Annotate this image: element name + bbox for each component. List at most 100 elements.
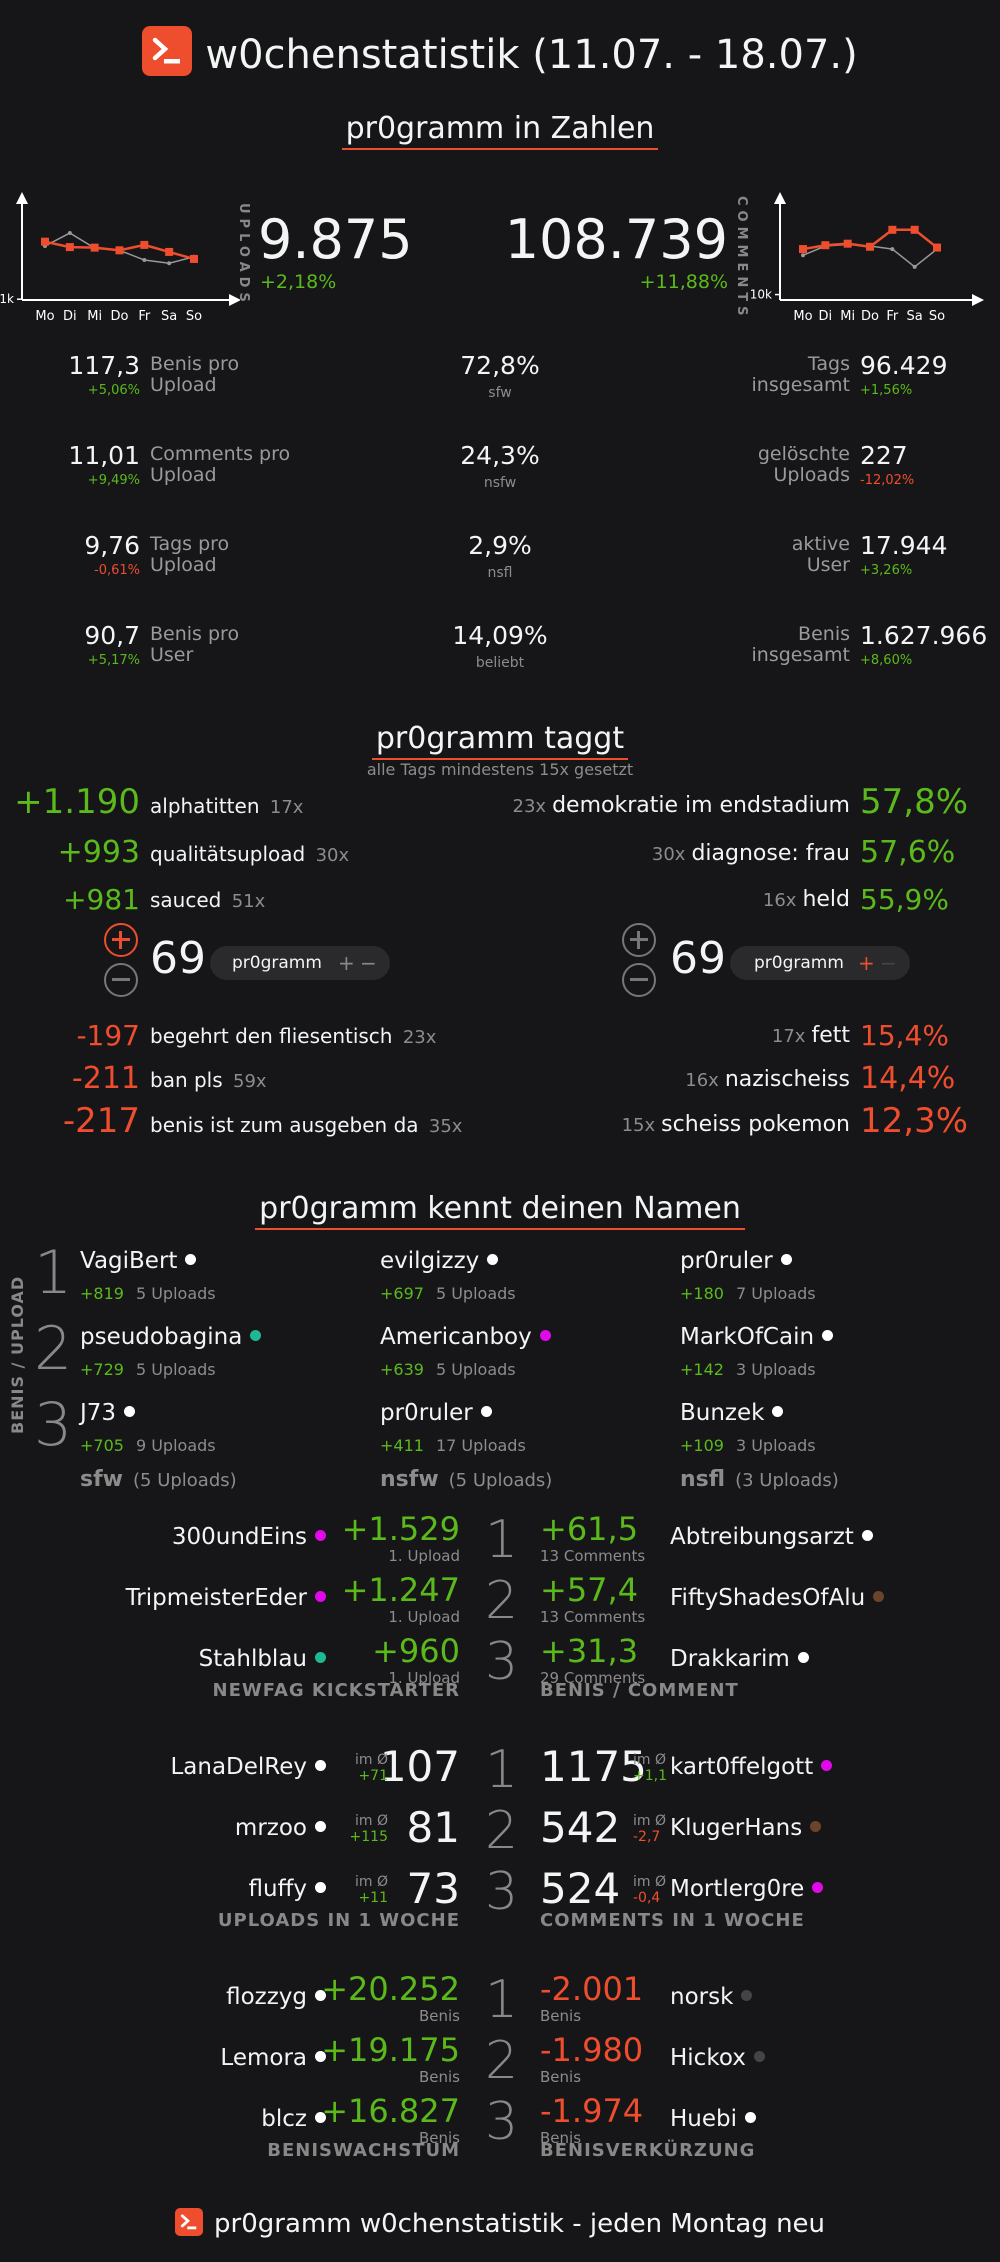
stat-change: +1,56% [860,383,913,398]
avg-change: +71 [358,1768,388,1784]
user-entry[interactable]: pr0ruler [380,1400,492,1426]
section-label: BENISVERKÜRZUNG [540,2140,756,2161]
tag-row[interactable]: 16x held 55,9% [500,872,1000,916]
page-title: w0chenstatistik (11.07. - 18.07.) [205,32,858,78]
user-entry[interactable]: fluffy [248,1876,326,1902]
user-entry[interactable]: 300undEins [172,1524,326,1550]
user-entry[interactable]: Bunzek [680,1400,784,1426]
user-entry[interactable]: TripmeisterEder [126,1585,326,1611]
tag-row[interactable]: 15x scheiss pokemon 12,3% [500,1097,1000,1141]
user-entry[interactable]: evilgizzy [380,1248,499,1274]
tag-percent: 15,4% [860,1019,949,1052]
this-week-point [115,246,124,255]
rank-number: 3 [485,2092,519,2152]
user-entry[interactable]: pseudobagina [80,1324,262,1350]
tag-plus-icon[interactable]: + [338,951,355,975]
tag-pill-left[interactable]: pr0gramm + − [210,946,390,980]
user-entry[interactable]: pr0ruler [680,1248,792,1274]
tag-row[interactable]: 17x fett 15,4% [500,1008,1000,1052]
stat-label: Benis pro User [150,623,240,666]
user-entry[interactable]: FiftyShadesOfAlu [670,1585,885,1611]
user-entry[interactable]: kart0ffelgott [670,1754,833,1780]
tag-name: begehrt den fliesentisch [150,1024,393,1048]
user-entry[interactable]: J73 [80,1400,136,1426]
tag-name: alphatitten [150,794,260,818]
username: KlugerHans [670,1815,803,1841]
downvote-minus-icon[interactable] [104,963,138,997]
avg-change: +1,1 [633,1768,667,1784]
upvote-plus-icon[interactable] [104,923,138,957]
user-entry[interactable]: norsk [670,1984,753,2010]
this-week-point [821,241,830,250]
metric-value: +1.247 [341,1571,460,1609]
tag-name: diagnose: frau [691,841,850,866]
metric-sub: 13 Comments [540,1608,646,1626]
metric-value: +31,3 [540,1632,639,1670]
user-entry[interactable]: Mortlerg0re [670,1876,824,1902]
user-entry[interactable]: flozzyg [226,1984,326,2010]
downvote-minus-icon[interactable] [622,963,656,997]
footer: pr0gramm w0chenstatistik - jeden Montag … [0,2208,1000,2239]
day-label: Mi [87,309,102,324]
user-entry[interactable]: Americanboy [380,1324,551,1350]
user-entry[interactable]: Huebi [670,2106,757,2132]
user-entry[interactable]: Drakkarim [670,1646,809,1672]
tag-row[interactable]: +993 qualitätsupload 30x [0,826,480,870]
username: J73 [80,1400,117,1426]
metric-value: +19.175 [321,2031,460,2069]
stat-value: 1.627.966 [860,621,988,650]
last-week-point [912,264,917,269]
x-axis-arrow-icon [972,294,984,306]
tag-minus-icon[interactable]: − [360,951,377,975]
tag-row[interactable]: 30x diagnose: frau 57,6% [500,826,1000,870]
tag-minus-icon[interactable]: − [880,951,897,975]
user-entry[interactable]: Hickox [670,2045,765,2071]
stat-value: 227 [860,441,908,470]
user-entry[interactable]: MarkOfCain [680,1324,834,1350]
username: Lemora [220,2045,307,2071]
user-entry[interactable]: VagiBert [80,1248,197,1274]
user-entry[interactable]: Abtreibungsarzt [670,1524,873,1550]
category-name: sfw [80,1467,123,1492]
user-entry[interactable]: mrzoo [235,1815,326,1841]
day-label: So [186,309,202,324]
user-entry[interactable]: Stahlblau [199,1646,326,1672]
user-entry[interactable]: LanaDelRey [170,1754,326,1780]
pr0gramm-logo-icon [174,2208,203,2236]
user-upload-count: 5 Uploads [435,1284,516,1303]
tag-row[interactable]: +981 sauced 51x [0,872,480,916]
username: Americanboy [380,1324,532,1350]
this-week-point [140,240,149,249]
user-stats: +697 5 Uploads [380,1284,516,1303]
tag-row[interactable]: -197 begehrt den fliesentisch 23x [0,1008,480,1052]
upvote-plus-icon[interactable] [622,923,656,957]
rank-number: 2 [485,1571,519,1631]
tag-count: 16x [762,890,797,911]
tag-row[interactable]: -217 benis ist zum ausgeben da 35x [0,1097,480,1141]
stat-value: 14,09% [452,621,548,650]
tag-row[interactable]: 16x nazischeiss 14,4% [500,1052,1000,1096]
tag-row[interactable]: -211 ban pls 59x [0,1052,480,1096]
user-entry[interactable]: Lemora [220,2045,326,2071]
tag-row[interactable]: +1.190 alphatitten 17x [0,778,480,822]
metric-value: +960 [372,1632,460,1670]
stat-value: 96.429 [860,351,948,380]
user-entry[interactable]: KlugerHans [670,1815,822,1841]
tag-row[interactable]: 23x demokratie im endstadium 57,8% [500,778,1000,822]
avg-label: im Ø [633,1874,666,1890]
tag-pill-label: pr0gramm [232,953,322,973]
user-entry[interactable]: blcz [261,2106,326,2132]
y-axis-arrow-icon [16,192,28,204]
user-upload-count: 17 Uploads [435,1436,526,1455]
tag-name-with-count: 17x fett [772,1023,850,1048]
user-status-dot-icon [810,1821,822,1832]
day-label: So [929,309,945,324]
tag-name: fett [811,1023,850,1048]
username: Huebi [670,2106,738,2132]
tag-pill-right[interactable]: pr0gramm + − [730,946,910,980]
section-label: COMMENTS IN 1 WOCHE [540,1910,805,1931]
stat-value: 24,3% [460,441,540,470]
metric-value: +16.827 [321,2092,460,2130]
tag-count: 35x [428,1116,463,1137]
tag-plus-icon[interactable]: + [858,951,875,975]
